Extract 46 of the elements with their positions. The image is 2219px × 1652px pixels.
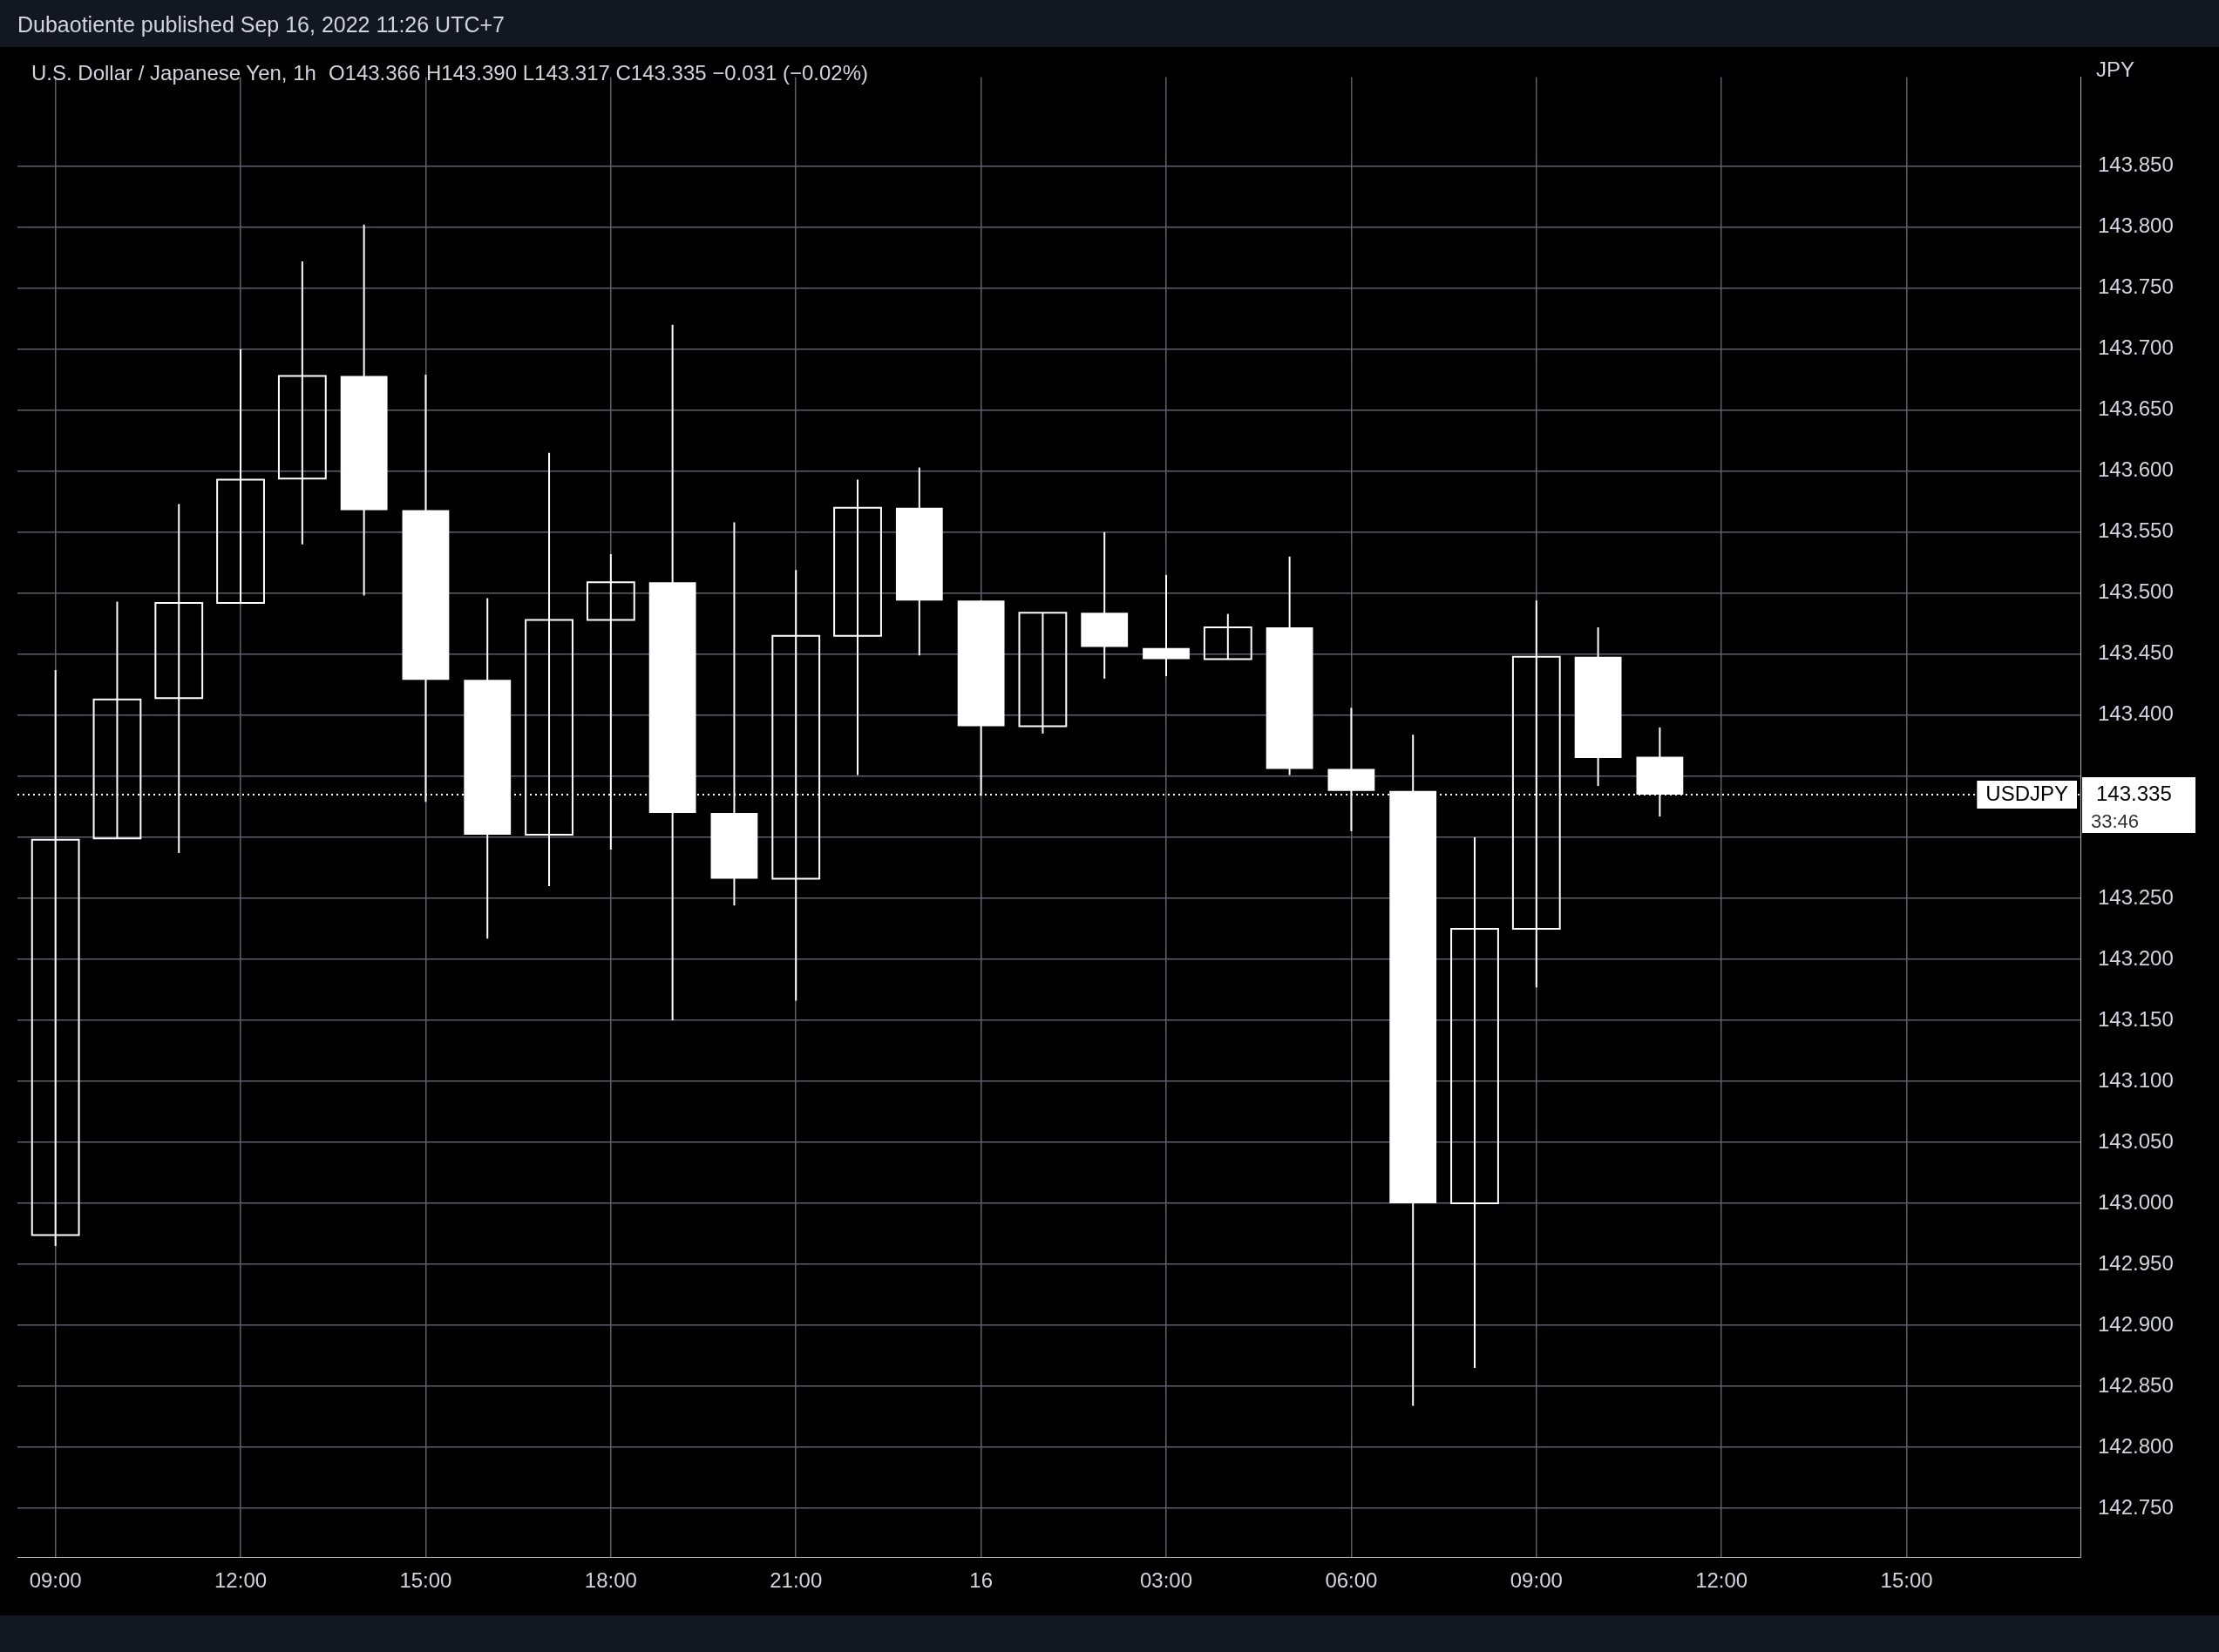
y-tick-label: 143.050 bbox=[2098, 1128, 2174, 1153]
y-tick-label: 143.200 bbox=[2098, 945, 2174, 970]
x-tick-label: 12:00 bbox=[214, 1568, 268, 1593]
chart-subtitle: O143.366 H143.390 L143.317 C143.335 −0.031 (−0.02%) bbox=[328, 61, 869, 85]
candlestick bbox=[833, 478, 882, 776]
candlestick bbox=[216, 348, 265, 605]
candlestick bbox=[277, 260, 327, 545]
ref-line-label: USDJPY bbox=[1985, 781, 2068, 805]
text: 33:46 bbox=[2082, 809, 2195, 833]
y-tick-label: 143.400 bbox=[2098, 701, 2174, 726]
x-tick-label: 06:00 bbox=[1325, 1568, 1378, 1593]
y-axis-title: JPY bbox=[2096, 58, 2135, 82]
x-tick-label: 12:00 bbox=[1695, 1568, 1748, 1593]
y-tick-label: 143.750 bbox=[2098, 274, 2174, 299]
y-tick-label: 142.900 bbox=[2098, 1311, 2174, 1336]
x-tick-label: 16 bbox=[969, 1568, 993, 1593]
y-tick-label: 143.500 bbox=[2098, 579, 2174, 604]
chart-title: U.S. Dollar / Japanese Yen, 1h bbox=[31, 61, 316, 85]
x-tick-label: 21:00 bbox=[770, 1568, 823, 1593]
y-tick-label: 143.850 bbox=[2098, 152, 2174, 177]
candlestick bbox=[1203, 613, 1252, 660]
candlestick bbox=[1450, 836, 1499, 1370]
y-tick-label: 142.850 bbox=[2098, 1372, 2174, 1397]
y-tick-label: 143.650 bbox=[2098, 396, 2174, 421]
y-tick-label: 142.750 bbox=[2098, 1494, 2174, 1519]
x-tick-label: 15:00 bbox=[1880, 1568, 1933, 1593]
y-tick-label: 143.100 bbox=[2098, 1067, 2174, 1092]
y-tick-label: 143.600 bbox=[2098, 457, 2174, 482]
y-tick-label: 143.800 bbox=[2098, 213, 2174, 238]
x-tick-label: 18:00 bbox=[584, 1568, 637, 1593]
y-tick-label: 143.250 bbox=[2098, 884, 2174, 909]
text: Dubaotiente published Sep 16, 2022 11:26 UTC+7 bbox=[17, 12, 505, 37]
y-tick-label: 142.800 bbox=[2098, 1433, 2174, 1458]
x-tick-label: 09:00 bbox=[1510, 1568, 1563, 1593]
candlestick bbox=[1018, 612, 1068, 735]
y-tick-label: 143.450 bbox=[2098, 640, 2174, 665]
y-tick-label: 143.700 bbox=[2098, 335, 2174, 360]
y-tick-label: 143.000 bbox=[2098, 1189, 2174, 1214]
y-tick-label: 142.950 bbox=[2098, 1250, 2174, 1275]
y-tick-label: 143.550 bbox=[2098, 518, 2174, 543]
x-tick-label: 09:00 bbox=[29, 1568, 82, 1593]
x-tick-label: 15:00 bbox=[399, 1568, 452, 1593]
candlestick bbox=[1143, 573, 1190, 678]
y-tick-label: 143.150 bbox=[2098, 1006, 2174, 1031]
x-tick-label: 03:00 bbox=[1139, 1568, 1193, 1593]
text: 143.335 bbox=[2096, 781, 2172, 805]
